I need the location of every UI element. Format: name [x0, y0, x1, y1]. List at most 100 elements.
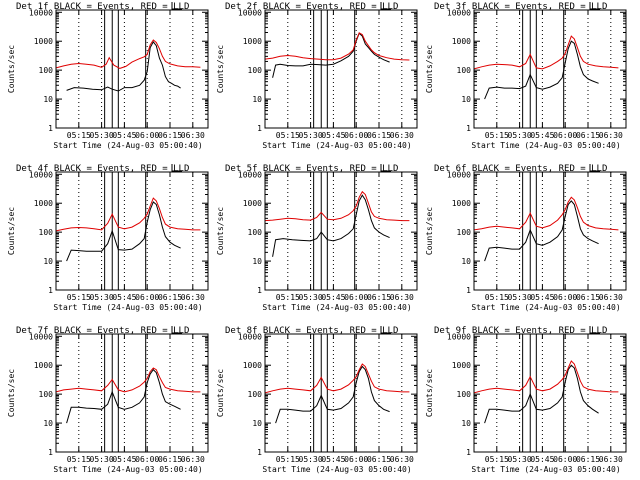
x-tick-label: 05:30 [508, 455, 532, 464]
series-line-events [272, 194, 390, 257]
x-tick-label: 05:30 [299, 131, 323, 140]
series-line-events [272, 32, 390, 78]
y-tick-label: 1 [48, 124, 53, 133]
x-tick-label: 06:00 [344, 455, 368, 464]
x-tick-label: 06:00 [135, 455, 159, 464]
chart-panel-9: Det 9f BLACK = Events, RED = LLD 1 10 100 10… [425, 326, 627, 474]
x-tick-label: 05:45 [112, 293, 136, 302]
y-tick-label: 1 [48, 286, 53, 295]
y-tick-label: 1000 [452, 199, 471, 208]
legend-glyph [171, 326, 182, 334]
y-tick-label: 1000 [243, 361, 262, 370]
x-tick-label: 05:30 [90, 455, 114, 464]
y-tick-label: 1000 [452, 361, 471, 370]
chart-panel-5: Det 5f BLACK = Events, RED = LLD 1 10 100 10… [216, 164, 418, 312]
x-tick-label: 05:45 [112, 455, 136, 464]
y-tick-label: 100 [39, 66, 54, 75]
x-axis-label: Start Time (24-Aug-03 05:00:40) [53, 303, 202, 312]
x-tick-label: 05:45 [530, 293, 554, 302]
x-tick-label: 06:30 [599, 131, 623, 140]
y-tick-label: 10000 [29, 8, 53, 17]
y-tick-label: 1 [466, 448, 471, 457]
y-tick-label: 10 [43, 95, 53, 104]
y-tick-label: 1 [466, 286, 471, 295]
legend-glyph [589, 2, 600, 10]
plot-frame [55, 333, 209, 453]
y-tick-label: 1000 [243, 37, 262, 46]
chart-panel-4: Det 4f BLACK = Events, RED = LLD 1 10 100 10… [7, 164, 209, 312]
x-tick-label: 05:45 [530, 455, 554, 464]
x-tick-label: 05:15 [485, 293, 509, 302]
x-tick-label: 05:15 [276, 293, 300, 302]
y-tick-label: 1 [466, 124, 471, 133]
plot-frame [473, 171, 627, 291]
x-tick-label: 05:30 [508, 131, 532, 140]
series-line-events [66, 201, 181, 262]
chart-title: Det 6f BLACK = Events, RED = LLD [434, 164, 607, 174]
chart-title: Det 7f BLACK = Events, RED = LLD [16, 326, 189, 336]
y-tick-label: 1 [257, 286, 262, 295]
x-tick-label: 05:30 [508, 293, 532, 302]
chart-title: Det 8f BLACK = Events, RED = LLD [225, 326, 398, 336]
x-tick-label: 05:15 [276, 455, 300, 464]
x-tick-label: 06:30 [599, 455, 623, 464]
series-line-lld [264, 363, 410, 394]
chart-title: Det 4f BLACK = Events, RED = LLD [16, 164, 189, 174]
y-axis-label: Counts/sec [7, 45, 16, 93]
y-tick-label: 10000 [29, 332, 53, 341]
chart-panel-6: Det 6f BLACK = Events, RED = LLD 1 10 100 10… [425, 164, 627, 312]
x-tick-label: 05:45 [321, 131, 345, 140]
x-tick-label: 06:00 [135, 293, 159, 302]
y-tick-label: 1000 [34, 37, 53, 46]
x-tick-label: 06:15 [576, 131, 600, 140]
y-tick-label: 10000 [238, 332, 262, 341]
x-axis-label: Start Time (24-Aug-03 05:00:40) [471, 465, 620, 474]
x-tick-label: 06:15 [576, 293, 600, 302]
y-tick-label: 100 [457, 228, 472, 237]
plot-frame [55, 171, 209, 291]
y-tick-label: 100 [248, 66, 263, 75]
x-tick-label: 05:15 [485, 131, 509, 140]
chart-panel-1: Det 1f BLACK = Events, RED = LLD 1 10 100 10… [7, 2, 209, 150]
x-tick-label: 06:00 [553, 455, 577, 464]
y-tick-label: 1 [48, 448, 53, 457]
x-tick-label: 05:30 [299, 293, 323, 302]
y-tick-label: 10000 [447, 332, 471, 341]
x-axis-label: Start Time (24-Aug-03 05:00:40) [262, 303, 411, 312]
series-line-lld [264, 32, 410, 61]
y-tick-label: 10 [461, 419, 471, 428]
y-tick-label: 10000 [447, 8, 471, 17]
x-axis-label: Start Time (24-Aug-03 05:00:40) [471, 303, 620, 312]
x-tick-label: 06:15 [367, 293, 391, 302]
series-line-lld [264, 190, 410, 222]
y-tick-label: 1000 [452, 37, 471, 46]
series-line-lld [473, 196, 619, 231]
series-line-lld [473, 35, 619, 70]
series-line-events [66, 40, 181, 92]
y-tick-label: 10 [252, 257, 262, 266]
y-tick-label: 100 [248, 390, 263, 399]
x-tick-label: 06:30 [390, 131, 414, 140]
chart-panel-2: Det 2f BLACK = Events, RED = LLD 1 10 100 10… [216, 2, 418, 150]
x-tick-label: 06:30 [390, 293, 414, 302]
legend-glyph [380, 326, 391, 334]
y-axis-label: Counts/sec [7, 207, 16, 255]
y-tick-label: 10 [252, 95, 262, 104]
chart-title: Det 3f BLACK = Events, RED = LLD [434, 2, 607, 12]
x-tick-label: 06:15 [158, 293, 182, 302]
x-tick-label: 06:00 [553, 131, 577, 140]
x-tick-label: 05:45 [321, 293, 345, 302]
chart-title: Det 2f BLACK = Events, RED = LLD [225, 2, 398, 12]
y-tick-label: 1 [257, 448, 262, 457]
x-tick-label: 05:30 [299, 455, 323, 464]
series-line-lld [55, 367, 201, 393]
plot-frame [55, 9, 209, 129]
chart-title: Det 1f BLACK = Events, RED = LLD [16, 2, 189, 12]
x-tick-label: 06:00 [344, 293, 368, 302]
series-line-events [66, 368, 181, 424]
x-tick-label: 06:30 [599, 293, 623, 302]
x-tick-label: 06:15 [158, 131, 182, 140]
y-tick-label: 10 [461, 257, 471, 266]
y-axis-label: Counts/sec [216, 45, 225, 93]
